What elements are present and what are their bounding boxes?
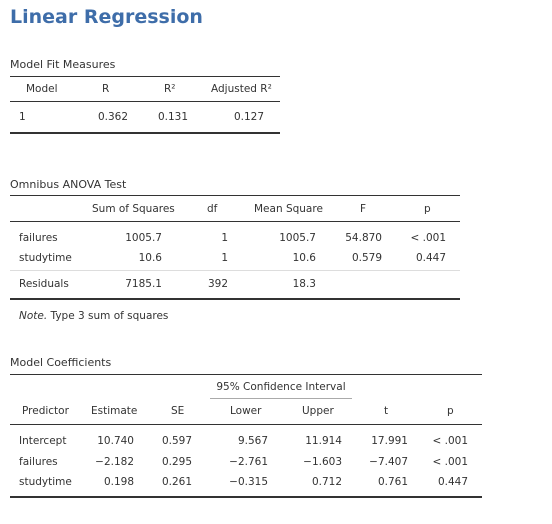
fit-header-model: Model xyxy=(26,83,58,95)
model-fit-top-rule xyxy=(10,76,280,77)
coef-title: Model Coefficients xyxy=(10,356,112,369)
anova-note: Note. Type 3 sum of squares xyxy=(19,310,168,322)
anova-row2-df: 1 xyxy=(221,252,228,264)
anova-row2-ms: 10.6 xyxy=(292,252,316,264)
coef-header-lower: Lower xyxy=(230,405,262,417)
anova-header-rule xyxy=(10,221,460,222)
fit-cell-r2: 0.131 xyxy=(157,111,188,123)
anova-row2-p: 0.447 xyxy=(415,252,446,264)
coef-row2-se: 0.295 xyxy=(161,456,192,468)
anova-row3-ms: 18.3 xyxy=(292,278,316,290)
coef-row3-t: 0.761 xyxy=(377,476,408,488)
coef-row1-estimate: 10.740 xyxy=(97,435,134,447)
coef-row3-upper: 0.712 xyxy=(311,476,342,488)
anova-header-ms: Mean Square xyxy=(254,203,323,215)
coef-row1-t: 17.991 xyxy=(371,435,408,447)
page-title: Linear Regression xyxy=(10,6,203,28)
coef-row3-se: 0.261 xyxy=(161,476,192,488)
anova-header-f: F xyxy=(360,203,367,215)
coef-row2-lower: −2.761 xyxy=(229,456,268,468)
coef-header-rule xyxy=(10,424,482,425)
coef-row1-p: < .001 xyxy=(432,435,468,447)
anova-note-label: Note. xyxy=(19,310,48,322)
coef-row3-lower: −0.315 xyxy=(229,476,268,488)
coef-header-estimate: Estimate xyxy=(91,405,138,417)
anova-row1-df: 1 xyxy=(221,232,228,244)
model-fit-header-rule xyxy=(10,101,280,102)
fit-header-adj-r2: Adjusted R² xyxy=(211,83,272,95)
anova-row3-ss: 7185.1 xyxy=(125,278,162,290)
coef-header-p: p xyxy=(447,405,454,417)
coef-row2-p: < .001 xyxy=(432,456,468,468)
model-fit-title: Model Fit Measures xyxy=(10,58,116,71)
anova-residual-separator xyxy=(10,270,460,271)
anova-top-rule xyxy=(10,195,460,196)
coef-row3-p: 0.447 xyxy=(437,476,468,488)
anova-row3-df: 392 xyxy=(207,278,228,290)
anova-row3-term: Residuals xyxy=(19,278,69,290)
coef-row2-estimate: −2.182 xyxy=(95,456,134,468)
anova-row2-f: 0.579 xyxy=(351,252,382,264)
coef-row3-predictor: studytime xyxy=(19,476,72,488)
anova-header-ss: Sum of Squares xyxy=(92,203,175,215)
anova-note-text: Type 3 sum of squares xyxy=(47,310,169,322)
fit-cell-r: 0.362 xyxy=(97,111,128,123)
coef-row1-lower: 9.567 xyxy=(237,435,268,447)
coef-row1-se: 0.597 xyxy=(161,435,192,447)
anova-bottom-rule xyxy=(10,298,460,300)
coef-ci-label: 95% Confidence Interval xyxy=(216,381,346,393)
coef-header-predictor: Predictor xyxy=(22,405,69,417)
coef-bottom-rule xyxy=(10,496,482,498)
anova-row1-f: 54.870 xyxy=(345,232,382,244)
anova-row1-p: < .001 xyxy=(410,232,446,244)
anova-row1-ss: 1005.7 xyxy=(125,232,162,244)
coef-top-rule xyxy=(10,374,482,375)
fit-cell-adj-r2: 0.127 xyxy=(233,111,264,123)
coef-row2-upper: −1.603 xyxy=(303,456,342,468)
coef-header-t: t xyxy=(384,405,389,417)
coef-row2-t: −7.407 xyxy=(369,456,408,468)
coef-row3-estimate: 0.198 xyxy=(103,476,134,488)
anova-header-p: p xyxy=(424,203,431,215)
fit-header-r2: R² xyxy=(164,83,176,95)
anova-title: Omnibus ANOVA Test xyxy=(10,178,127,191)
anova-row1-term: failures xyxy=(19,232,58,244)
anova-row1-ms: 1005.7 xyxy=(279,232,316,244)
coef-row1-upper: 11.914 xyxy=(305,435,342,447)
coef-row1-predictor: Intercept xyxy=(19,435,67,447)
anova-header-df: df xyxy=(207,203,218,215)
model-fit-bottom-rule xyxy=(10,132,280,134)
coef-header-upper: Upper xyxy=(302,405,334,417)
coef-row2-predictor: failures xyxy=(19,456,58,468)
anova-row2-ss: 10.6 xyxy=(138,252,162,264)
coef-header-se: SE xyxy=(171,405,185,417)
fit-cell-model: 1 xyxy=(19,111,26,123)
coef-ci-rule xyxy=(210,398,352,399)
fit-header-r: R xyxy=(102,83,110,95)
anova-row2-term: studytime xyxy=(19,252,72,264)
